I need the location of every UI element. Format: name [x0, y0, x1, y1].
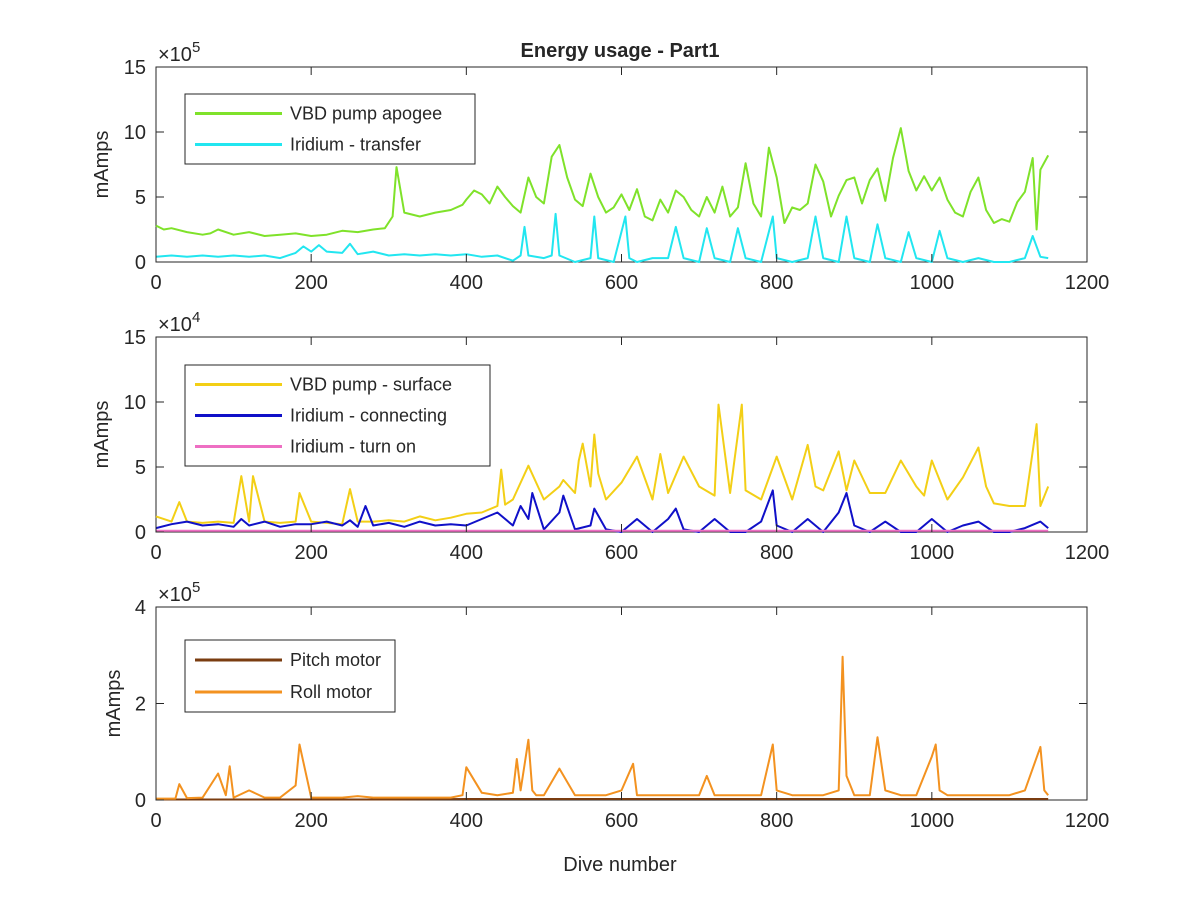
- exponent-base: ×10: [158, 584, 192, 606]
- x-tick-label: 200: [294, 272, 327, 294]
- exponent-power: 5: [192, 579, 200, 596]
- x-tick-label: 600: [605, 810, 638, 832]
- x-tick-label: 800: [760, 272, 793, 294]
- y-tick-label: 4: [135, 597, 146, 619]
- panel-3: 0 200 400 600 800 1000 1200 0 2 4 ×105 mAmps Pitch m…: [103, 579, 1109, 832]
- y-axis-label: mAmps: [103, 670, 125, 738]
- series-line-1: [155, 127, 1050, 237]
- exponent-base: ×10: [158, 44, 192, 66]
- legend-label: VBD pump - surface: [290, 375, 452, 395]
- legend-box: [184, 93, 476, 165]
- exponent-base: ×10: [158, 314, 192, 336]
- y-tick-label: 5: [135, 457, 146, 479]
- x-tick-label: 1200: [1065, 542, 1110, 564]
- series-line-2: [155, 489, 1049, 533]
- x-tick-label: 400: [450, 272, 483, 294]
- figure-title: Energy usage - Part1: [521, 40, 720, 62]
- y-exponent-label: ×105: [158, 39, 200, 66]
- x-tick-label: 800: [760, 810, 793, 832]
- y-exponent-label: ×104: [158, 309, 200, 336]
- x-tick-label: 600: [605, 272, 638, 294]
- x-tick-label: 200: [294, 542, 327, 564]
- y-tick-label: 15: [124, 57, 146, 79]
- y-tick-label: 10: [124, 392, 146, 414]
- x-tick-label: 1000: [910, 272, 955, 294]
- y-tick-label: 0: [135, 252, 146, 274]
- legend: VBD pump apogee Iridium - transfer: [184, 93, 476, 165]
- legend: Pitch motor Roll motor: [184, 639, 396, 713]
- y-tick-label: 10: [124, 122, 146, 144]
- x-tick-label: 1000: [910, 810, 955, 832]
- series-line-1: [155, 403, 1050, 526]
- legend-label: Iridium - turn on: [290, 437, 416, 457]
- y-axis-label: mAmps: [91, 401, 113, 469]
- chart-panels: 0 200 400 600 800 1000 1200051015×105mAmpsVBD …: [91, 39, 1109, 832]
- legend-label: VBD pump apogee: [290, 104, 442, 124]
- y-tick-label: 15: [124, 327, 146, 349]
- legend: VBD pump - surface Iridium - connecting Ir…: [184, 364, 491, 467]
- x-tick-label: 400: [450, 810, 483, 832]
- y-tick-label: 0: [135, 790, 146, 812]
- panel-1: 0 200 400 600 800 1000 1200051015×105mAmpsVBD …: [91, 39, 1109, 294]
- x-tick-label: 1000: [910, 542, 955, 564]
- x-tick-label: 0: [150, 542, 161, 564]
- legend-box: [184, 639, 396, 713]
- x-tick-label: 200: [294, 810, 327, 832]
- legend-label: Roll motor: [290, 682, 372, 702]
- x-tick-label: 0: [150, 272, 161, 294]
- legend-label: Iridium - transfer: [290, 135, 421, 155]
- series-line-2: [155, 212, 1049, 263]
- y-exponent-label: ×105: [158, 579, 200, 606]
- x-tick-label: 800: [760, 542, 793, 564]
- x-tick-label: 0: [150, 810, 161, 832]
- series-line-1: [156, 798, 1049, 801]
- x-tick-label: 1200: [1065, 272, 1110, 294]
- x-tick-label: 1200: [1065, 810, 1110, 832]
- legend-label: Iridium - connecting: [290, 406, 447, 426]
- x-axis-label: Dive number: [563, 854, 677, 876]
- y-tick-label: 2: [135, 694, 146, 716]
- legend-label: Pitch motor: [290, 650, 381, 670]
- exponent-power: 4: [192, 309, 200, 326]
- exponent-power: 5: [192, 39, 200, 56]
- panel-2: 0 200 400 600 800 1000 1200 0 5 10 15 ×104 mAmps VBD …: [91, 309, 1109, 564]
- y-axis-label: mAmps: [91, 131, 113, 199]
- series-line-2: [156, 655, 1049, 800]
- x-tick-label: 400: [450, 542, 483, 564]
- x-tick-label: 600: [605, 542, 638, 564]
- y-tick-label: 0: [135, 522, 146, 544]
- y-tick-label: 5: [135, 187, 146, 209]
